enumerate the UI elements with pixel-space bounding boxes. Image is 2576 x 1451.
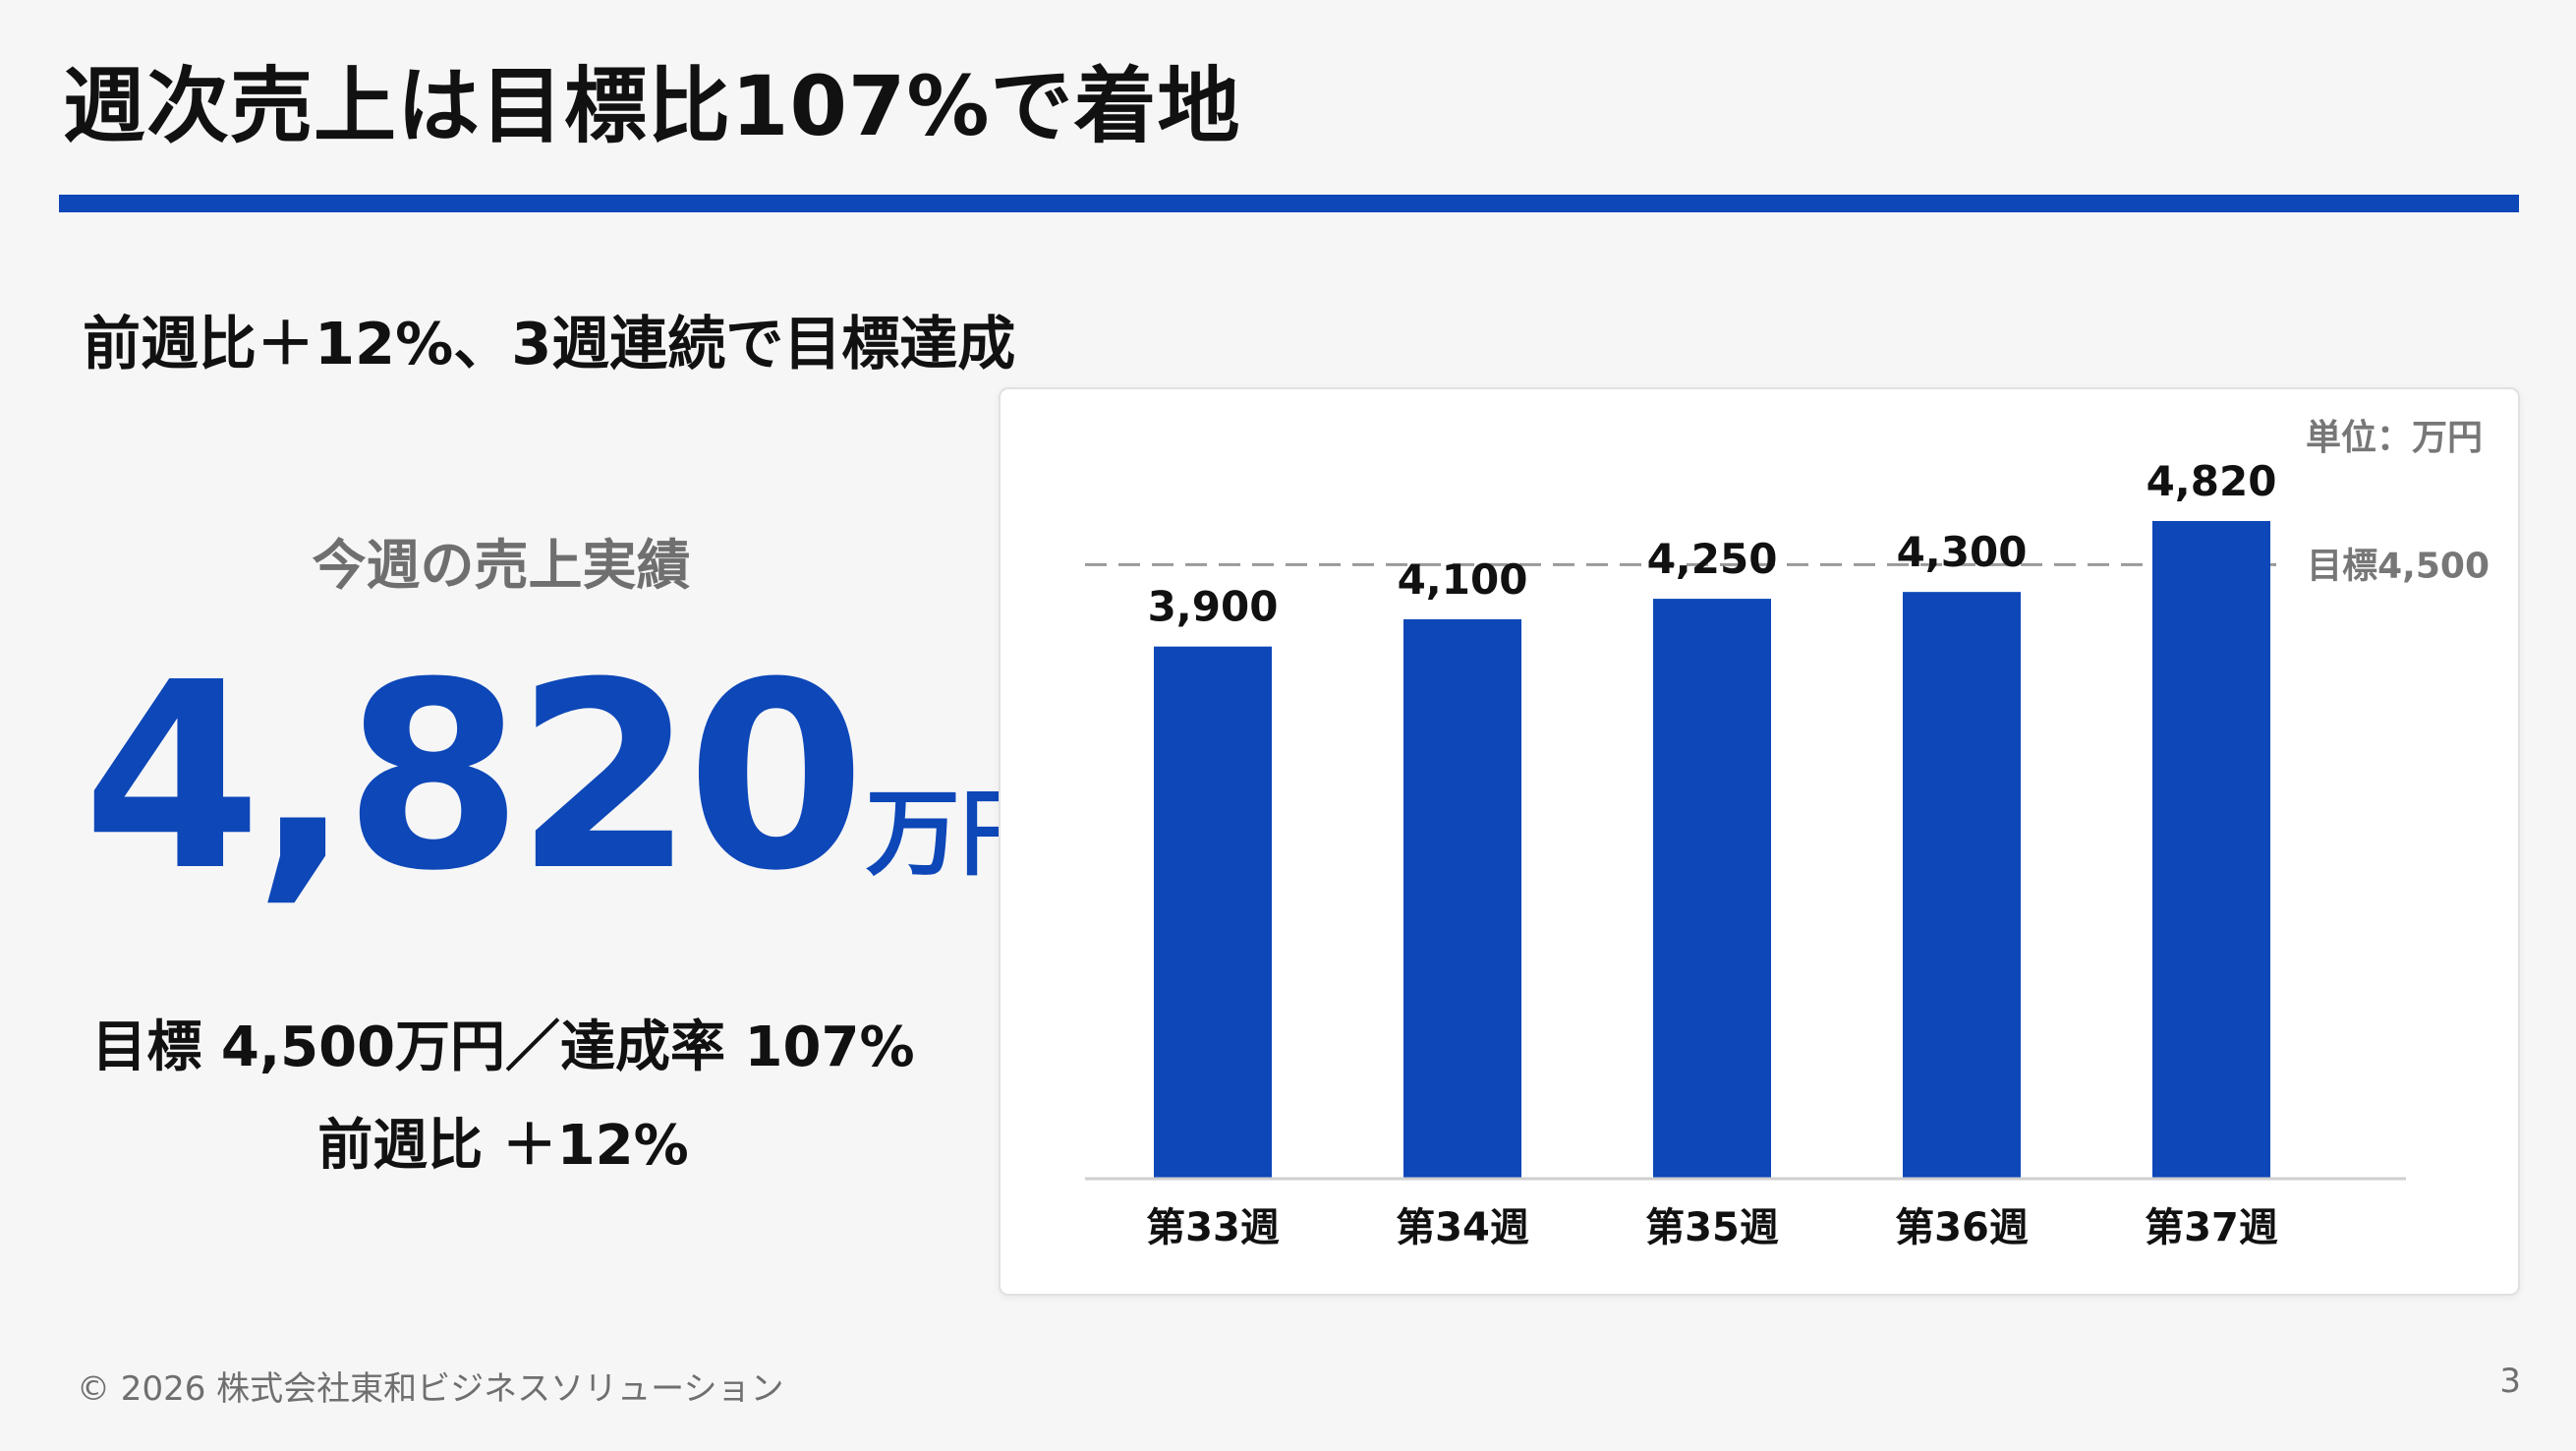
target-label: 目標4,500 — [2307, 546, 2490, 586]
kpi-target-line: 目標 4,500万円／達成率 107% — [91, 1016, 915, 1079]
chart-unit-label: 単位：万円 — [2305, 418, 2483, 458]
bar-1 — [1154, 646, 1272, 1179]
category-label: 第33週 — [1146, 1205, 1280, 1250]
slide-title: 週次売上は目標比107%で着地 — [63, 58, 1241, 154]
page-number: 3 — [2499, 1362, 2521, 1401]
bar-5 — [2152, 520, 2270, 1179]
kpi-label: 今週の売上実績 — [312, 534, 691, 597]
slide-subtitle: 前週比＋12%、3週連続で目標達成 — [83, 310, 1016, 377]
bar-4 — [1903, 592, 2021, 1179]
footer-copyright: © 2026 株式会社東和ビジネスソリューション — [77, 1369, 784, 1409]
kpi-value: 4,820万円 — [83, 649, 1055, 906]
category-label: 第37週 — [2145, 1205, 2278, 1250]
bar-chart: 目標4,500 3,900 第33週 4,100 第34週 4,250 第35週 4,300 第… — [1085, 457, 2490, 1250]
chart-card: 単位：万円 目標4,500 3,900 第33週 4,100 第34週 4,250 第35週… — [999, 387, 2520, 1296]
bar-value-label: 3,900 — [1148, 583, 1279, 631]
bar-value-label: 4,250 — [1647, 535, 1778, 583]
bar-value-label: 4,300 — [1897, 528, 2028, 576]
bar-3 — [1653, 599, 1771, 1179]
bar-value-label: 4,100 — [1398, 555, 1528, 604]
category-label: 第35週 — [1645, 1205, 1779, 1250]
bar-2 — [1403, 618, 1521, 1179]
title-underline — [59, 195, 2519, 212]
kpi-wow-line: 前週比 ＋12% — [317, 1114, 689, 1178]
category-label: 第36週 — [1895, 1205, 2029, 1250]
bar-value-label: 4,820 — [2147, 457, 2277, 505]
kpi-number: 4,820 — [83, 627, 866, 927]
category-label: 第34週 — [1396, 1205, 1529, 1250]
